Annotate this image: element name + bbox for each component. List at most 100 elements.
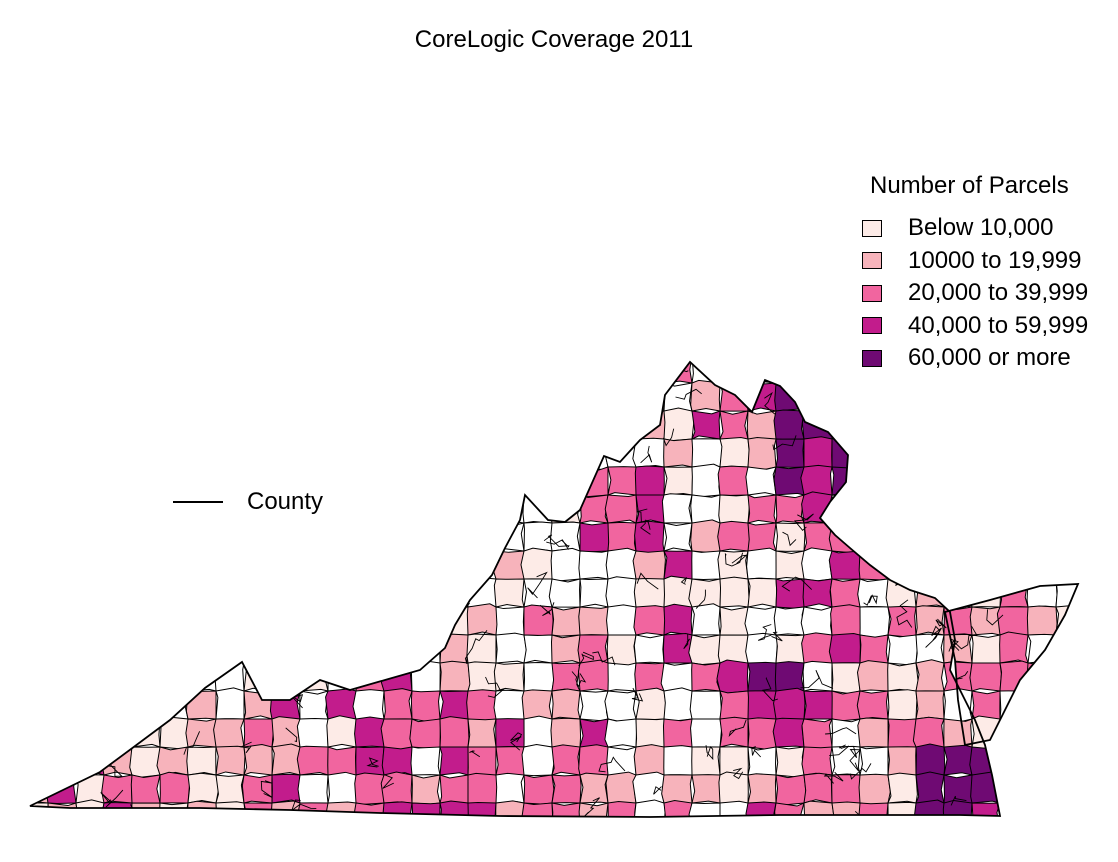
county-region xyxy=(30,437,49,468)
county-boundary xyxy=(935,618,947,629)
county-line-symbol xyxy=(173,501,223,503)
county-boundary xyxy=(156,576,168,593)
county-region xyxy=(579,466,609,498)
county-region xyxy=(1083,747,1112,777)
county-region xyxy=(75,408,105,442)
county-region xyxy=(1082,522,1112,551)
county-boundary xyxy=(34,403,49,412)
county-region xyxy=(663,466,694,496)
county-boundary xyxy=(366,757,379,768)
county-region xyxy=(523,662,556,692)
county-region xyxy=(633,799,666,817)
county-boundary xyxy=(90,640,113,657)
county-boundary xyxy=(415,430,427,449)
county-region xyxy=(47,436,80,468)
county-region xyxy=(185,690,217,720)
county-region xyxy=(1027,522,1057,552)
county-region xyxy=(663,603,693,636)
county-region xyxy=(999,409,1029,440)
county-region xyxy=(215,410,247,440)
county-region xyxy=(129,464,162,497)
county-region xyxy=(1024,362,1058,384)
county-boundary xyxy=(584,797,600,817)
county-boundary xyxy=(218,436,229,445)
county-region xyxy=(971,466,1003,496)
county-region xyxy=(800,464,833,496)
county-region xyxy=(74,606,105,636)
county-region xyxy=(859,438,891,468)
county-region xyxy=(46,578,77,608)
county-boundary xyxy=(192,667,204,675)
county-region xyxy=(131,438,161,470)
county-boundary xyxy=(1063,692,1078,709)
county-region xyxy=(103,659,133,695)
county-region xyxy=(887,522,917,555)
county-boundary xyxy=(343,661,355,671)
county-region xyxy=(411,382,441,412)
county-boundary xyxy=(301,573,327,591)
county-region xyxy=(520,547,554,581)
county-region xyxy=(578,606,609,636)
county-region xyxy=(156,746,189,776)
county-line-key: County xyxy=(173,488,323,516)
county-region xyxy=(884,380,917,412)
county-region xyxy=(551,662,581,692)
county-region xyxy=(353,802,386,817)
county-region xyxy=(549,466,583,497)
county-boundary xyxy=(795,362,810,380)
county-boundary xyxy=(445,472,462,484)
county-region xyxy=(999,745,1029,776)
county-region xyxy=(74,362,108,387)
county-region xyxy=(887,689,918,723)
county-region xyxy=(240,550,275,580)
county-region xyxy=(297,362,329,385)
county-region xyxy=(579,522,611,553)
county-region xyxy=(999,774,1029,804)
legend-label: 10000 to 19,999 xyxy=(908,246,1082,274)
county-boundary xyxy=(222,552,247,561)
county-boundary xyxy=(333,400,347,425)
county-region xyxy=(856,520,891,554)
county-boundary xyxy=(971,554,982,565)
county-region xyxy=(1082,719,1114,749)
county-region xyxy=(1055,659,1078,692)
county-boundary xyxy=(883,362,894,371)
county-region xyxy=(411,606,442,636)
county-boundary xyxy=(233,492,255,515)
county-boundary xyxy=(146,534,164,560)
county-region xyxy=(858,773,891,807)
county-region xyxy=(663,745,693,776)
county-region xyxy=(467,494,499,524)
county-region xyxy=(1053,382,1078,414)
county-region xyxy=(437,362,470,386)
county-boundary xyxy=(53,370,84,385)
county-region xyxy=(214,438,245,469)
county-region xyxy=(297,773,329,805)
county-region xyxy=(241,774,273,804)
county-region xyxy=(159,438,190,470)
county-region xyxy=(495,632,528,664)
county-region xyxy=(887,410,918,441)
county-region xyxy=(520,802,554,817)
county-region xyxy=(271,521,301,554)
county-region xyxy=(355,634,385,664)
county-region xyxy=(831,662,861,695)
county-region xyxy=(551,438,583,468)
county-region xyxy=(187,603,220,636)
county-region xyxy=(971,382,1001,415)
county-region xyxy=(380,718,413,751)
county-region xyxy=(551,744,581,776)
county-region xyxy=(1082,607,1112,635)
county-region xyxy=(691,438,724,468)
county-region xyxy=(131,494,161,524)
county-region xyxy=(439,493,469,525)
county-region xyxy=(1027,438,1058,470)
county-region xyxy=(604,690,637,723)
county-region xyxy=(828,633,861,664)
county-region xyxy=(243,437,276,468)
county-region xyxy=(970,771,1001,804)
county-region xyxy=(271,438,304,468)
legend-swatch xyxy=(862,284,882,302)
county-region xyxy=(857,802,889,817)
county-boundary xyxy=(539,602,555,617)
